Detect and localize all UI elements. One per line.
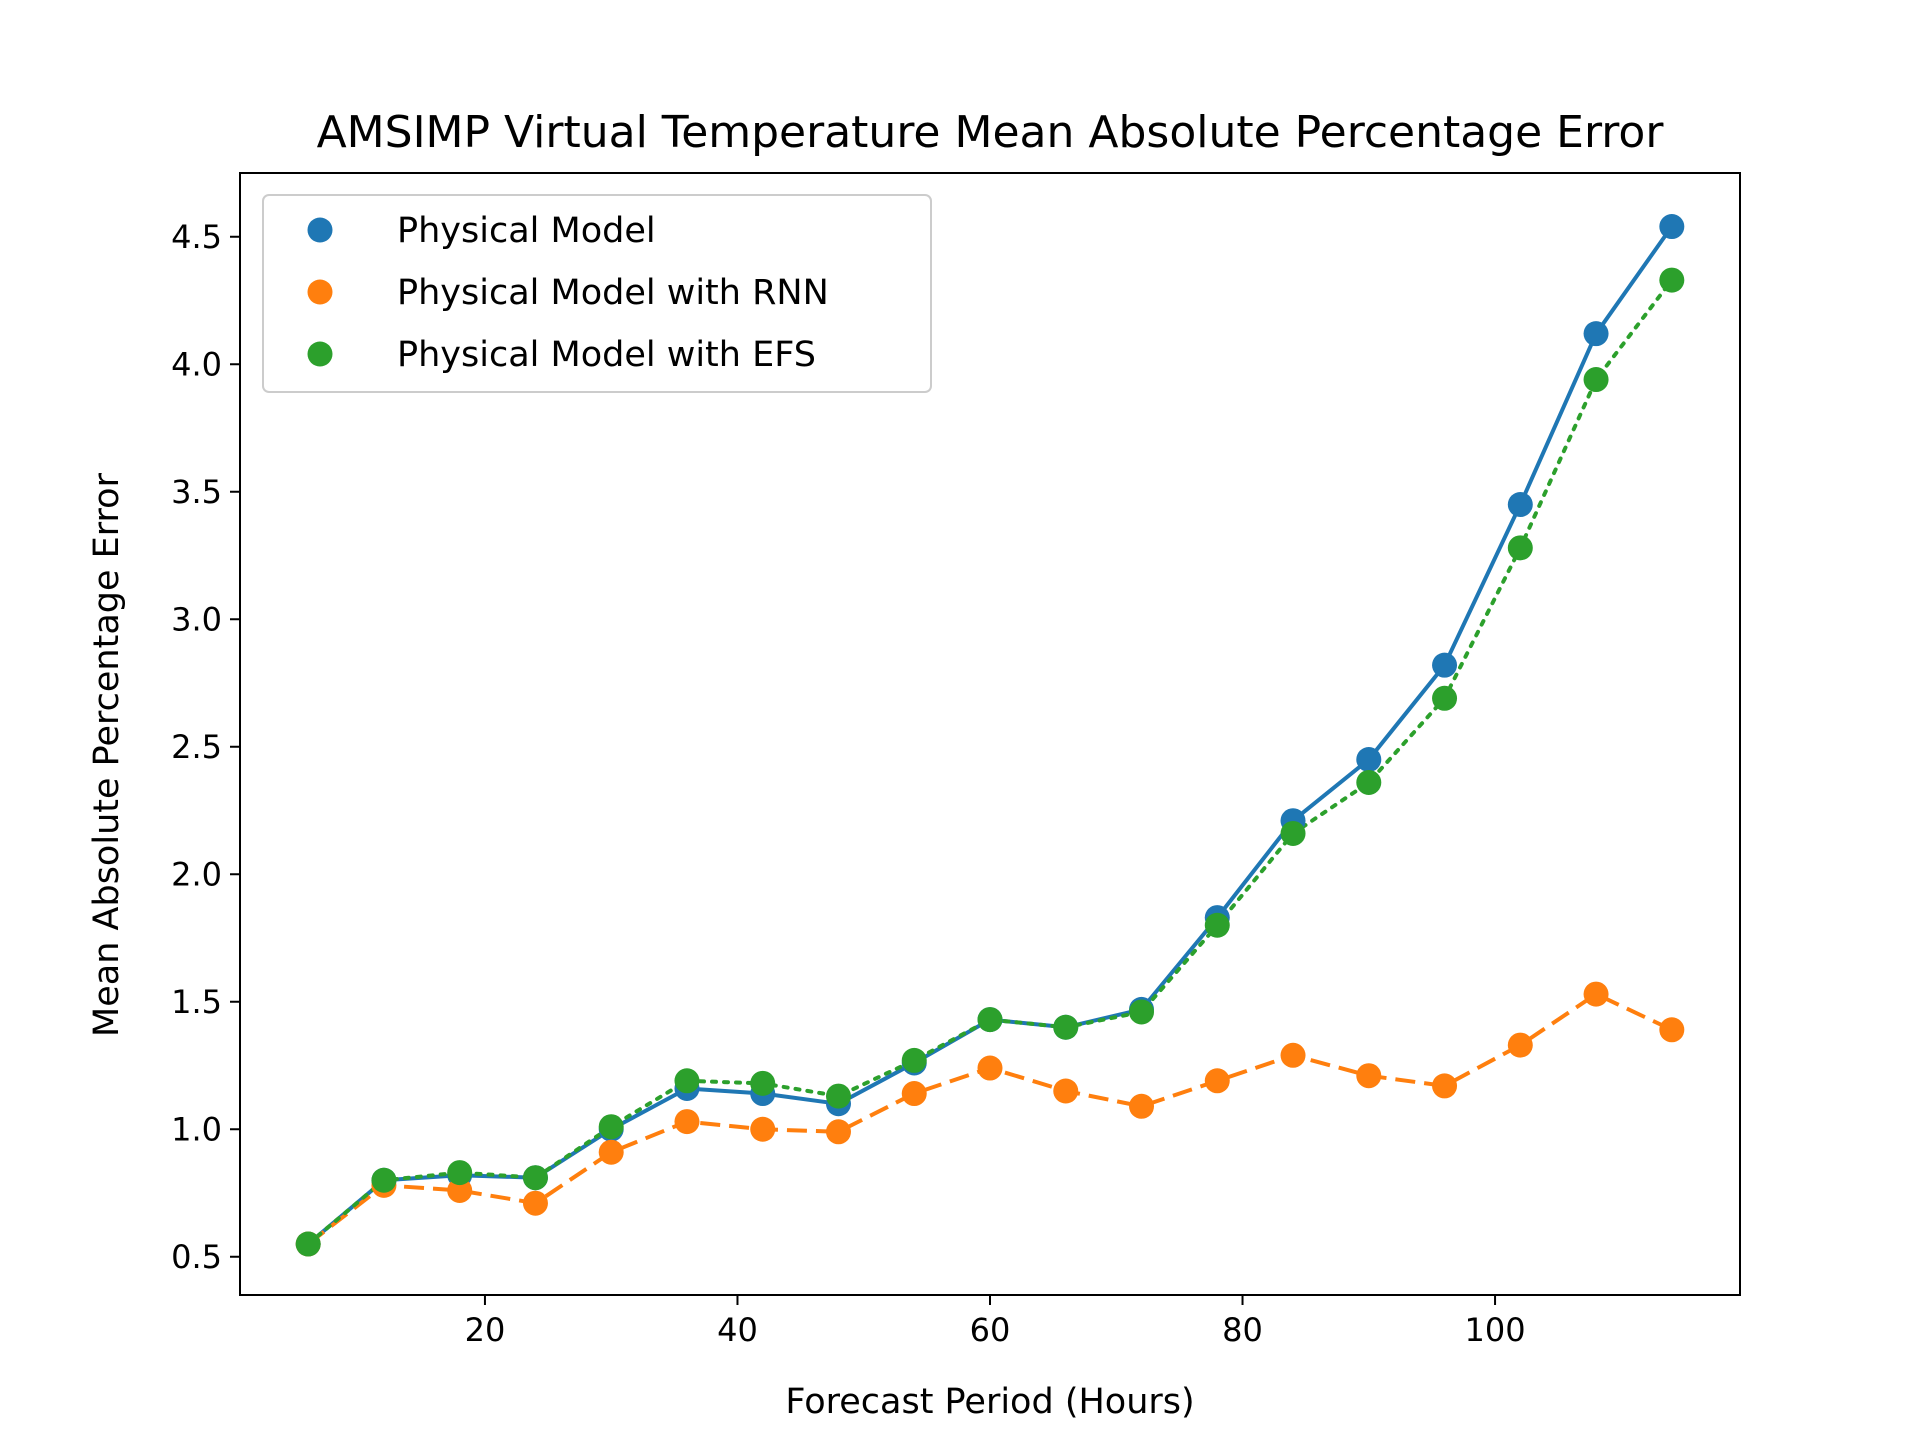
legend-marker [307,217,333,243]
data-point [598,1139,624,1165]
data-point [522,1190,548,1216]
data-point [522,1165,548,1191]
x-tick-label: 60 [970,1311,1011,1349]
x-tick-label: 20 [465,1311,506,1349]
data-point [1280,1042,1306,1068]
y-axis-label: Mean Absolute Percentage Error [87,472,127,1037]
legend-label: Physical Model with RNN [397,273,829,313]
data-point [901,1047,927,1073]
data-point [750,1070,776,1096]
data-point [447,1177,473,1203]
y-tick-label: 4.5 [171,218,222,256]
data-point [1507,1032,1533,1058]
data-point [1053,1078,1079,1104]
data-point [977,1007,1003,1033]
data-point [1507,535,1533,561]
data-point [1583,367,1609,393]
legend-frame [262,194,932,393]
data-point [598,1114,624,1140]
data-point [1432,1073,1458,1099]
data-point [1204,912,1230,938]
axes-frame [239,172,1741,1296]
x-tick-label: 100 [1465,1311,1526,1349]
y-tick-label: 4.0 [171,345,222,383]
y-tick-label: 1.0 [171,1110,222,1148]
legend-marker [307,341,333,367]
data-point [447,1160,473,1186]
legend: Physical Model Physical Model with RNN Phy… [262,194,932,393]
data-point [825,1119,851,1145]
data-point [674,1068,700,1094]
data-point [674,1109,700,1135]
legend-marker [307,279,333,305]
data-point [1204,1068,1230,1094]
y-tick-label: 0.5 [171,1238,222,1276]
x-tick-label: 80 [1222,1311,1263,1349]
data-point [371,1167,397,1193]
data-point [1356,1063,1382,1089]
plot-area: 20 40 60 80 100 0.5 1.0 1.5 2.0 2.5 3.0 3.5 4.0 4.5 [171,214,1685,1349]
data-point [295,1231,321,1257]
data-point [1129,1093,1155,1119]
legend-label: Physical Model with EFS [397,335,816,375]
data-point [1129,999,1155,1025]
data-point [1432,685,1458,711]
series-line [306,278,1674,1246]
y-tick-label: 3.0 [171,600,222,638]
chart-title: AMSIMP Virtual Temperature Mean Absolute… [317,107,1665,158]
data-point [1356,769,1382,795]
data-point [825,1083,851,1109]
data-point [1053,1014,1079,1040]
data-point [1659,1017,1685,1043]
data-point [1280,820,1306,846]
x-tick-label: 40 [717,1311,758,1349]
data-point [1659,214,1685,240]
data-point [1507,492,1533,517]
data-point [1356,747,1382,772]
data-point [901,1081,927,1107]
data-point [750,1116,776,1142]
legend-label: Physical Model [397,211,656,251]
data-point [1583,981,1609,1007]
y-tick-label: 2.0 [171,855,222,893]
y-tick-label: 3.5 [171,473,222,511]
y-tick-label: 2.5 [171,728,222,766]
y-tick-label: 1.5 [171,983,222,1021]
data-point [977,1055,1003,1081]
data-point [1432,652,1458,678]
data-point [1659,267,1685,293]
x-axis-label: Forecast Period (Hours) [785,1382,1194,1422]
data-point [1583,321,1609,347]
